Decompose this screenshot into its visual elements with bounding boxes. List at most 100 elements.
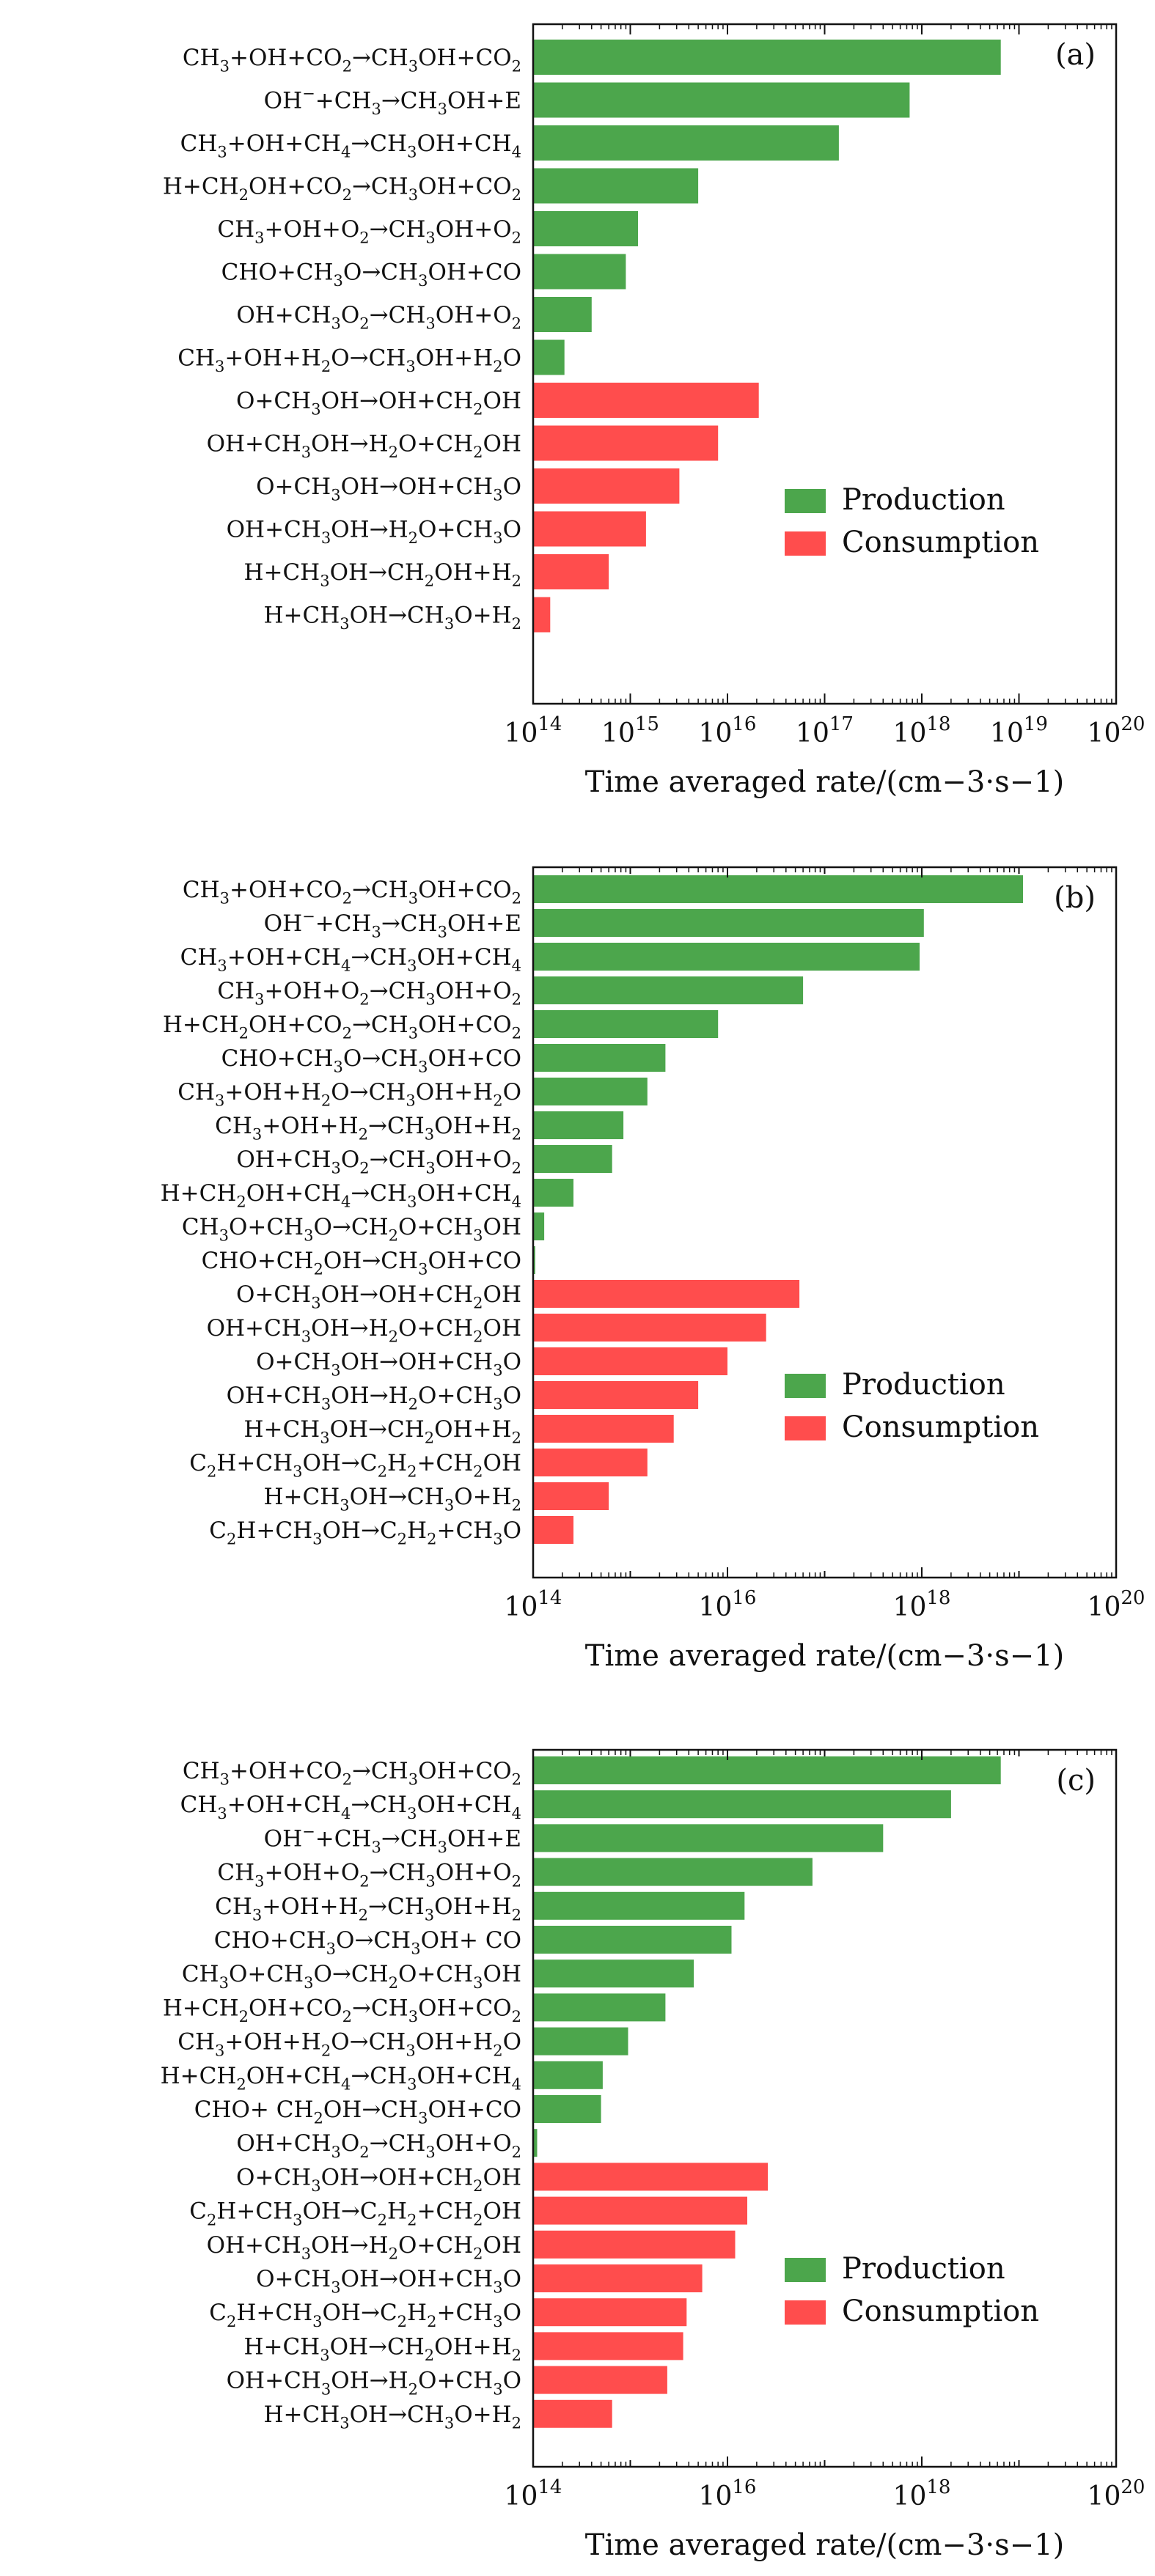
- reaction-label: O+CH3OH→OH+CH2OH: [236, 1281, 521, 1312]
- x-tick-label: 1020: [1088, 1587, 1145, 1622]
- consumption-bar: [533, 597, 551, 633]
- production-bar: [533, 1926, 732, 1954]
- consumption-bar: [533, 1314, 766, 1342]
- reaction-label: OH−+CH3→CH3OH+E: [264, 85, 521, 119]
- panel-label: (b): [1054, 881, 1096, 915]
- production-legend-swatch: [785, 489, 826, 513]
- production-bar: [533, 1044, 666, 1072]
- consumption-bar: [533, 1516, 573, 1544]
- reaction-label: O+CH3OH→OH+CH3O: [256, 2266, 521, 2297]
- reaction-label: O+CH3OH→OH+CH3O: [256, 474, 521, 504]
- x-tick-label: 1016: [699, 2476, 757, 2511]
- reaction-label: OH+CH3OH→H2O+CH2OH: [207, 431, 521, 462]
- reaction-label: CH3+OH+H2O→CH3OH+H2O: [177, 345, 521, 376]
- x-tick-label: 1014: [505, 1587, 562, 1622]
- production-bar: [533, 1993, 666, 2022]
- reaction-label: H+CH2OH+CO2→CH3OH+CO2: [163, 1012, 521, 1042]
- x-tick-label: 1020: [1088, 2476, 1145, 2511]
- consumption-bar: [533, 511, 646, 547]
- legend: Production Consumption: [785, 1368, 1039, 1444]
- x-tick-label: 1014: [505, 2476, 562, 2511]
- reaction-label: H+CH3OH→CH3O+H2: [263, 2402, 521, 2432]
- consumption-bar: [533, 1415, 674, 1443]
- consumption-bar: [533, 2264, 703, 2292]
- x-axis-label: Time averaged rate/(cm−3·s−1): [585, 2528, 1064, 2562]
- reaction-label: CHO+CH2OH→CH3OH+CO: [202, 1248, 521, 1278]
- production-bar: [533, 1078, 648, 1105]
- reaction-label: CH3+OH+O2→CH3OH+O2: [217, 978, 521, 1009]
- x-tick-label: 1018: [893, 2476, 951, 2511]
- reaction-label: CH3O+CH3O→CH2O+CH3OH: [182, 1961, 521, 1992]
- consumption-bar: [533, 1449, 648, 1476]
- consumption-bar: [533, 2163, 768, 2191]
- reaction-label: OH+CH3OH→H2O+CH3O: [227, 1383, 521, 1413]
- reaction-label: OH+CH3OH→H2O+CH2OH: [207, 1315, 521, 1346]
- consumption-bar: [533, 554, 609, 589]
- reaction-label: CHO+CH3O→CH3OH+ CO: [214, 1927, 521, 1958]
- reaction-label: CH3+OH+CH4→CH3OH+CH4: [180, 130, 521, 161]
- reaction-label: H+CH3OH→CH3O+H2: [263, 1484, 521, 1515]
- reaction-label: CHO+ CH2OH→CH3OH+CO: [194, 2097, 521, 2127]
- reaction-label: H+CH3OH→CH2OH+H2: [243, 1416, 521, 1447]
- consumption-legend-label: Consumption: [842, 1410, 1039, 1444]
- reaction-label: CH3+OH+H2→CH3OH+H2: [215, 1894, 521, 1924]
- reaction-label: CH3+OH+CO2→CH3OH+CO2: [183, 877, 521, 908]
- reaction-label: CH3+OH+O2→CH3OH+O2: [217, 216, 521, 247]
- consumption-bar: [533, 383, 759, 418]
- reaction-label: OH−+CH3→CH3OH+E: [264, 908, 521, 941]
- consumption-bar: [533, 2366, 667, 2394]
- reaction-label: O+CH3OH→OH+CH2OH: [236, 2164, 521, 2195]
- consumption-bar: [533, 2399, 612, 2428]
- reaction-label: OH+CH3OH→H2O+CH3O: [227, 517, 521, 548]
- consumption-bar: [533, 1280, 800, 1308]
- production-bar: [533, 125, 839, 161]
- reaction-label: OH+CH3OH→H2O+CH3O: [227, 2368, 521, 2399]
- consumption-legend-swatch: [785, 2300, 826, 2325]
- production-bar: [533, 909, 924, 937]
- reaction-label: CH3+OH+O2→CH3OH+O2: [217, 1860, 521, 1891]
- legend: Production Consumption: [785, 2252, 1039, 2328]
- production-bar: [533, 1790, 951, 1819]
- reaction-label: C2H+CH3OH→C2H2+CH2OH: [189, 2198, 521, 2229]
- production-bar: [533, 1891, 745, 1920]
- chart-panel-a: CH3+OH+CO2→CH3OH+CO2 OH−+CH3→CH3OH+E CH3+O…: [163, 23, 1145, 799]
- reaction-label: CH3+OH+H2O→CH3OH+H2O: [177, 1079, 521, 1110]
- consumption-bar: [533, 2332, 683, 2360]
- consumption-legend-label: Consumption: [842, 2295, 1039, 2328]
- production-bar: [533, 2129, 538, 2157]
- reaction-label: H+CH3OH→CH2OH+H2: [243, 559, 521, 590]
- reaction-label: OH+CH3O2→CH3OH+O2: [236, 302, 521, 333]
- reaction-label: CH3+OH+CH4→CH3OH+CH4: [180, 944, 521, 975]
- reaction-label: OH+CH3O2→CH3OH+O2: [236, 1147, 521, 1177]
- reaction-label: C2H+CH3OH→C2H2+CH2OH: [189, 1450, 521, 1481]
- consumption-bar: [533, 2230, 736, 2259]
- reaction-label: H+CH2OH+CH4→CH3OH+CH4: [161, 2063, 521, 2094]
- reaction-label: H+CH3OH→CH3O+H2: [263, 603, 521, 633]
- production-bar: [533, 1111, 624, 1139]
- production-bar: [533, 1858, 813, 1886]
- production-bar: [533, 1179, 573, 1207]
- production-bar: [533, 1212, 545, 1240]
- production-bar: [533, 168, 699, 204]
- reaction-label: O+CH3OH→OH+CH3O: [256, 1349, 521, 1380]
- legend: Production Consumption: [785, 483, 1039, 559]
- consumption-bar: [533, 1381, 699, 1409]
- production-bar: [533, 1756, 1001, 1784]
- x-tick-label: 1017: [796, 713, 854, 748]
- reaction-label: CH3+OH+CO2→CH3OH+CO2: [183, 45, 521, 76]
- reaction-label: H+CH2OH+CO2→CH3OH+CO2: [163, 174, 521, 205]
- panel-label: (a): [1055, 38, 1096, 72]
- x-tick-label: 1018: [893, 1587, 951, 1622]
- reaction-label: OH+CH3O2→CH3OH+O2: [236, 2130, 521, 2161]
- reaction-label: CHO+CH3O→CH3OH+CO: [221, 1045, 521, 1076]
- reaction-label: CH3+OH+H2O→CH3OH+H2O: [177, 2029, 521, 2060]
- consumption-bar: [533, 1347, 727, 1375]
- panel-label: (c): [1056, 1764, 1096, 1797]
- production-bar: [533, 2061, 603, 2089]
- x-tick-label: 1016: [699, 1587, 757, 1622]
- x-tick-label: 1019: [990, 713, 1048, 748]
- production-bar: [533, 976, 804, 1004]
- production-bar: [533, 1010, 719, 1038]
- chart-panel-b: CH3+OH+CO2→CH3OH+CO2OH−+CH3→CH3OH+ECH3+O…: [161, 866, 1145, 1673]
- consumption-bar: [533, 2196, 747, 2225]
